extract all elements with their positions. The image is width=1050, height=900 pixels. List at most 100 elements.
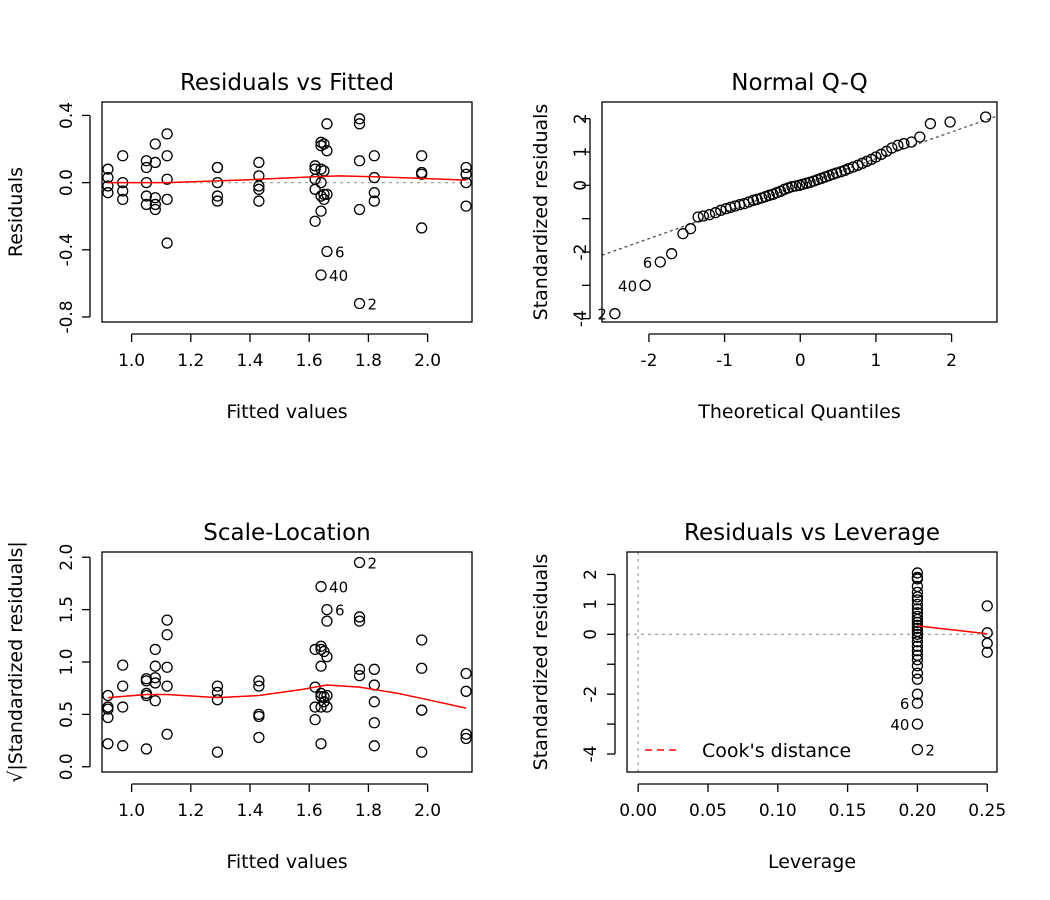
y-tick-label: -4 [571, 310, 591, 327]
y-tick-label: 0 [581, 629, 601, 640]
x-axis-label: Fitted values [226, 851, 347, 873]
y-axis-label: Standardized residuals [530, 104, 552, 321]
data-point [368, 187, 380, 199]
data-point [117, 680, 129, 692]
data-point [315, 660, 327, 672]
data-point [911, 591, 924, 603]
y-tick-label: 0.5 [57, 701, 77, 728]
data-point [253, 195, 265, 207]
data-point [149, 203, 161, 216]
data-point [211, 161, 224, 174]
x-tick-label: 1.6 [296, 801, 323, 821]
data-point [353, 615, 366, 627]
data-point [149, 672, 161, 684]
data-point [914, 131, 926, 143]
data-point [161, 193, 173, 206]
data-point [353, 297, 366, 310]
data-point [460, 728, 472, 740]
data-point [253, 731, 265, 744]
data-point [911, 667, 924, 679]
data-point [315, 580, 327, 593]
data-point [117, 150, 129, 162]
data-point [703, 209, 716, 221]
x-tick-label: 2.0 [414, 801, 441, 821]
data-point [309, 681, 321, 693]
data-point [321, 615, 333, 627]
data-point [309, 173, 321, 185]
point-label: 2 [925, 742, 935, 760]
y-tick-label: 0.4 [57, 102, 77, 129]
data-point [416, 150, 428, 162]
chart-title: Residuals vs Fitted [180, 70, 394, 96]
data-point [911, 622, 924, 634]
x-axis-label: Fitted values [226, 401, 347, 423]
data-point [149, 138, 161, 150]
data-point [911, 743, 924, 756]
x-tick-label: 1.0 [118, 351, 145, 371]
data-point [911, 688, 924, 700]
data-point [911, 718, 924, 730]
data-point [911, 567, 924, 579]
point-label: 6 [335, 602, 345, 620]
data-point [253, 675, 265, 687]
x-tick-label: 0.05 [689, 801, 727, 821]
point-label: 40 [618, 277, 637, 295]
cooks-distance-legend-label: Cook's distance [702, 740, 851, 762]
data-point [911, 613, 924, 625]
chart-title: Residuals vs Leverage [684, 520, 940, 546]
data-point [321, 245, 333, 258]
data-point [321, 651, 333, 663]
data-point [368, 696, 380, 708]
data-point [140, 155, 153, 167]
data-point [253, 680, 265, 692]
data-point [751, 193, 763, 205]
data-point [117, 185, 129, 197]
x-axis-label: Theoretical Quantiles [697, 401, 900, 423]
data-point [609, 308, 621, 320]
data-point [149, 677, 161, 689]
y-tick-label: 0.0 [57, 169, 77, 196]
data-point [911, 619, 924, 631]
data-point [368, 195, 380, 207]
data-point [161, 728, 173, 740]
data-point [460, 176, 472, 189]
smoother-line [107, 684, 467, 709]
data-point [211, 190, 224, 202]
point-label: 2 [368, 296, 378, 314]
data-point [309, 183, 321, 195]
x-tick-label: 0.25 [968, 801, 1006, 821]
data-point [102, 738, 114, 750]
y-axis-label: √|Standardized residuals| [5, 541, 27, 783]
y-tick-label: 2.0 [57, 544, 77, 571]
data-point [117, 193, 129, 206]
data-point [253, 710, 265, 723]
data-point [117, 701, 129, 713]
data-point [911, 631, 924, 643]
data-point [460, 685, 472, 697]
data-point [102, 180, 114, 192]
data-point [416, 168, 428, 180]
point-label: 6 [900, 695, 910, 713]
data-point [315, 269, 327, 281]
x-tick-label: 0.15 [829, 801, 867, 821]
data-point [253, 180, 265, 192]
data-point [253, 183, 265, 195]
data-point [790, 180, 802, 192]
y-tick-label: -2 [571, 244, 591, 261]
data-point [353, 203, 366, 216]
data-point [981, 637, 993, 649]
data-point [140, 743, 153, 755]
data-point [416, 704, 428, 716]
data-point [161, 150, 173, 162]
data-point [684, 223, 697, 235]
y-tick-label: 1 [571, 147, 591, 158]
data-point [211, 746, 224, 758]
data-point [911, 636, 924, 648]
data-point [211, 694, 224, 706]
data-point [786, 181, 798, 193]
data-point [911, 586, 924, 599]
data-point [875, 148, 887, 160]
data-point [870, 151, 882, 163]
data-point [709, 207, 722, 219]
